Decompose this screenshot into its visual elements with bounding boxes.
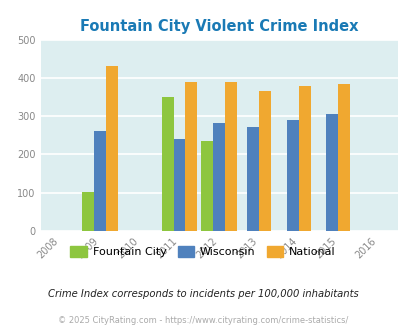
Text: Crime Index corresponds to incidents per 100,000 inhabitants: Crime Index corresponds to incidents per…: [47, 289, 358, 299]
Bar: [213, 123, 225, 231]
Bar: [225, 82, 237, 231]
Bar: [286, 119, 298, 231]
Bar: [94, 131, 106, 231]
Bar: [185, 82, 197, 231]
Bar: [173, 139, 185, 231]
Legend: Fountain City, Wisconsin, National: Fountain City, Wisconsin, National: [66, 242, 339, 261]
Bar: [337, 83, 350, 231]
Bar: [326, 114, 337, 231]
Bar: [82, 192, 94, 231]
Bar: [161, 97, 173, 231]
Bar: [246, 127, 258, 231]
Bar: [258, 90, 270, 231]
Title: Fountain City Violent Crime Index: Fountain City Violent Crime Index: [80, 19, 358, 34]
Bar: [106, 66, 118, 231]
Bar: [201, 141, 213, 231]
Text: © 2025 CityRating.com - https://www.cityrating.com/crime-statistics/: © 2025 CityRating.com - https://www.city…: [58, 316, 347, 325]
Bar: [298, 86, 310, 231]
